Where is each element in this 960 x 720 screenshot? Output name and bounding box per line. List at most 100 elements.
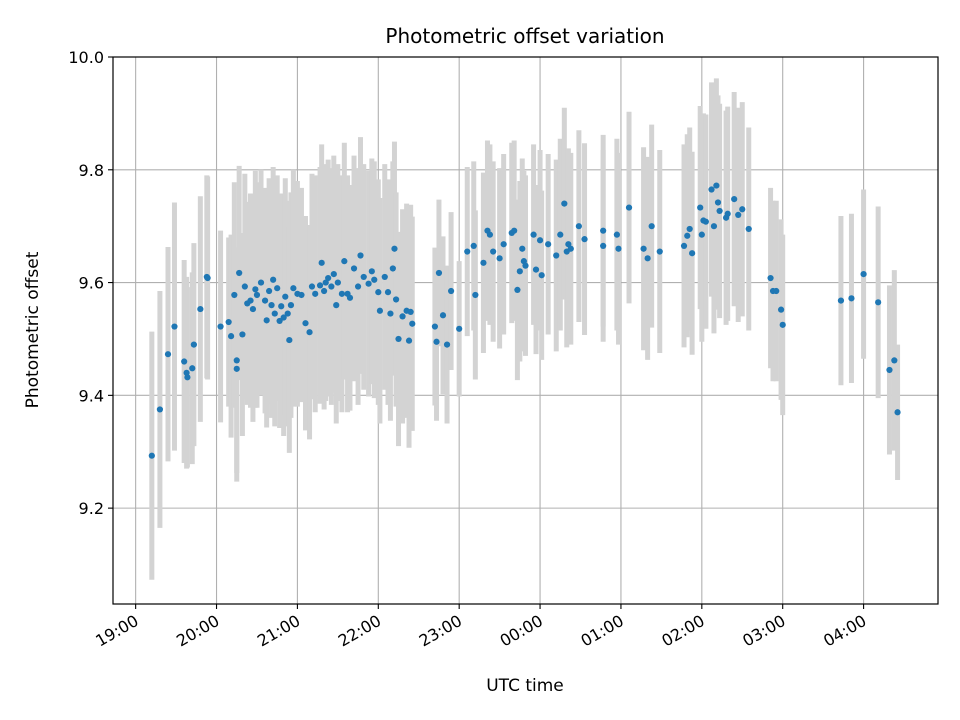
data-point <box>557 231 564 238</box>
data-point <box>290 285 297 292</box>
data-point <box>325 274 332 282</box>
data-point <box>875 299 882 306</box>
data-point <box>360 273 367 281</box>
data-point <box>384 289 392 296</box>
data-point <box>530 231 537 238</box>
data-point <box>702 218 709 225</box>
data-point <box>405 337 413 344</box>
data-point <box>197 305 204 313</box>
y-axis: 9.2 9.4 9.6 9.8 10.0 <box>68 48 113 518</box>
data-point <box>266 287 273 295</box>
data-point <box>644 255 651 262</box>
data-point <box>282 293 289 300</box>
data-point <box>233 357 240 364</box>
data-point <box>247 297 254 304</box>
data-point <box>779 321 786 328</box>
data-point <box>392 296 400 303</box>
data-point <box>233 365 240 372</box>
data-point <box>686 225 693 233</box>
data-point <box>860 271 867 278</box>
data-point <box>684 232 691 239</box>
data-point <box>284 310 291 317</box>
data-point <box>431 323 439 330</box>
data-point <box>306 329 313 336</box>
data-point <box>399 313 406 320</box>
data-point <box>274 285 281 292</box>
data-point <box>625 204 633 211</box>
data-point <box>848 295 855 302</box>
data-point <box>365 280 372 287</box>
data-point <box>581 236 588 243</box>
data-point <box>773 287 780 295</box>
data-point <box>387 310 394 317</box>
data-point <box>261 297 269 304</box>
data-point <box>241 283 248 290</box>
data-point <box>735 211 742 218</box>
data-point <box>350 265 358 272</box>
data-point <box>656 248 663 255</box>
y-tick-label: 9.8 <box>79 161 104 180</box>
data-point <box>511 227 518 234</box>
data-point <box>777 306 785 313</box>
data-point <box>204 274 211 282</box>
data-point <box>575 223 582 230</box>
data-point <box>891 357 898 364</box>
data-point <box>184 374 191 381</box>
data-point <box>567 245 574 252</box>
data-point <box>439 312 447 319</box>
data-point <box>280 314 287 321</box>
data-point <box>391 245 398 252</box>
y-axis-label: Photometric offset <box>23 251 43 408</box>
data-point <box>263 317 270 324</box>
data-point <box>312 290 319 297</box>
data-point <box>500 241 507 248</box>
data-point <box>407 308 414 315</box>
data-point <box>480 259 487 266</box>
data-point <box>698 231 705 238</box>
data-point <box>472 291 479 299</box>
data-point <box>600 227 607 234</box>
data-point <box>308 283 316 290</box>
data-point <box>302 320 309 327</box>
data-point <box>697 204 704 211</box>
data-point <box>739 206 746 213</box>
data-point <box>354 283 362 290</box>
data-point <box>532 266 540 273</box>
data-point <box>443 341 451 348</box>
data-point <box>522 262 529 269</box>
data-point <box>538 272 545 279</box>
data-point <box>249 305 257 313</box>
data-point <box>389 265 396 272</box>
data-point <box>227 333 235 340</box>
data-point <box>767 274 774 282</box>
data-point <box>710 223 718 230</box>
data-point <box>536 237 544 244</box>
data-point <box>516 268 523 275</box>
data-point <box>381 273 388 281</box>
data-point <box>447 287 455 295</box>
data-point <box>395 335 402 343</box>
data-point <box>333 302 340 309</box>
data-point <box>731 196 738 203</box>
y-tick-label: 9.4 <box>79 386 104 405</box>
data-point <box>321 287 328 295</box>
data-point <box>470 242 477 250</box>
data-point <box>257 279 265 286</box>
data-point <box>713 182 720 189</box>
data-point <box>409 320 416 327</box>
data-point <box>613 231 620 238</box>
data-point <box>328 283 335 290</box>
data-point <box>316 282 324 289</box>
data-point <box>171 323 178 330</box>
data-point <box>271 310 278 317</box>
data-point <box>189 365 196 372</box>
y-tick-label: 9.6 <box>79 274 104 293</box>
data-point <box>318 259 325 266</box>
data-point <box>680 242 688 250</box>
data-point <box>357 252 364 259</box>
data-point <box>287 302 295 309</box>
data-point <box>640 245 647 252</box>
data-point <box>298 291 305 299</box>
data-point <box>239 331 246 338</box>
